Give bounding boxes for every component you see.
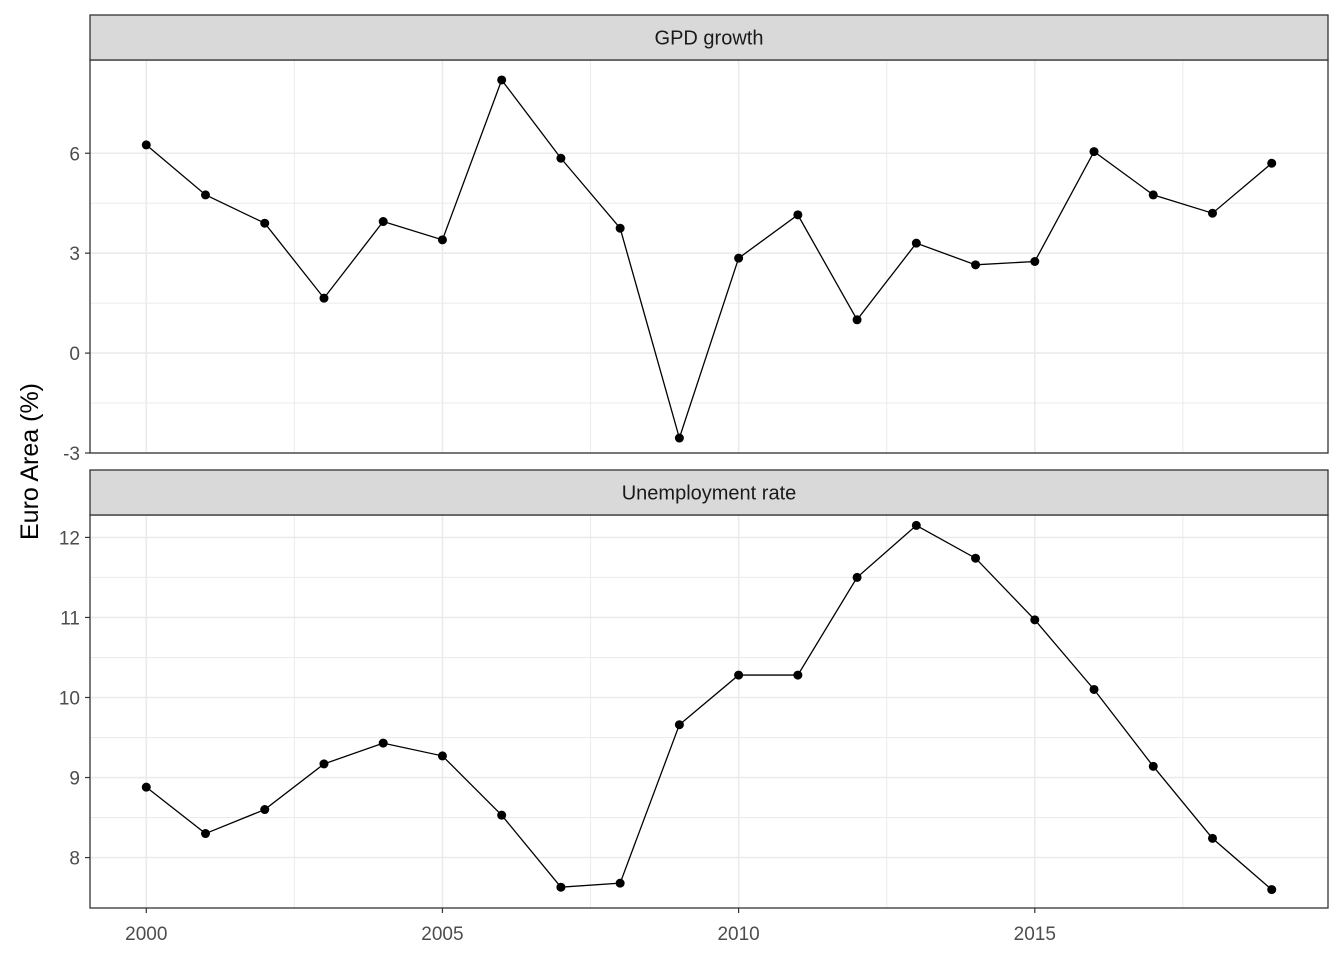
- data-point: [1089, 684, 1099, 694]
- y-tick-label: -3: [63, 444, 80, 465]
- data-point: [734, 253, 744, 263]
- data-point: [201, 190, 211, 200]
- data-point: [141, 782, 151, 792]
- series-line: [145, 78, 1273, 441]
- data-point: [852, 572, 862, 582]
- data-point: [793, 670, 803, 680]
- facet-strip-label: Unemployment rate: [622, 483, 797, 505]
- facet-strip: [89, 14, 1329, 61]
- facet-strip: [89, 469, 1329, 516]
- data-point: [319, 293, 329, 303]
- data-point: [971, 553, 981, 563]
- y-tick-label: 9: [69, 769, 80, 790]
- data-point: [319, 759, 329, 769]
- data-point: [497, 75, 507, 85]
- data-point: [141, 140, 151, 150]
- data-point: [437, 751, 447, 761]
- data-point: [201, 829, 211, 839]
- data-point: [378, 738, 388, 748]
- data-point: [852, 315, 862, 325]
- data-point: [674, 720, 684, 730]
- y-tick-label: 12: [59, 528, 80, 549]
- data-point: [260, 805, 270, 815]
- y-tick-label: 11: [60, 608, 80, 629]
- y-tick-label: 10: [59, 688, 80, 709]
- data-point: [793, 210, 803, 220]
- data-point: [1267, 885, 1277, 895]
- y-tick-label: 8: [69, 849, 80, 870]
- data-point: [1030, 615, 1040, 625]
- x-tick-label: 2010: [717, 924, 759, 945]
- data-point: [615, 878, 625, 888]
- data-point: [556, 153, 566, 163]
- data-point: [911, 238, 921, 248]
- data-point: [911, 520, 921, 530]
- facet-panel: -3 0 3 6 GPD growth: [63, 14, 1329, 465]
- data-point: [971, 260, 981, 270]
- y-tick-label: 0: [69, 344, 80, 365]
- data-point: [1207, 833, 1217, 843]
- data-point: [378, 217, 388, 227]
- data-point: [1030, 256, 1040, 266]
- data-point: [734, 670, 744, 680]
- facet-strip-label: GPD growth: [655, 28, 764, 50]
- data-point: [1148, 190, 1158, 200]
- facet-panel: 8 9 10 11 12 Unemployment rate: [59, 469, 1329, 909]
- data-point: [497, 810, 507, 820]
- data-point: [1267, 158, 1277, 168]
- data-point: [260, 218, 270, 228]
- data-point: [1089, 147, 1099, 157]
- data-point: [1207, 208, 1217, 218]
- data-point: [1148, 761, 1158, 771]
- y-tick-label: 6: [69, 144, 80, 165]
- x-tick-label: 2000: [125, 924, 167, 945]
- y-tick-label: 3: [69, 244, 80, 265]
- data-point: [615, 223, 625, 233]
- data-point: [674, 433, 684, 443]
- x-tick-label: 2015: [1014, 924, 1056, 945]
- data-point: [437, 235, 447, 245]
- panel-background: [90, 515, 1328, 908]
- y-axis-title: Euro Area (%): [16, 383, 44, 540]
- panel-background: [90, 60, 1328, 453]
- series-line: [145, 524, 1273, 891]
- data-point: [556, 882, 566, 892]
- x-tick-label: 2005: [421, 924, 463, 945]
